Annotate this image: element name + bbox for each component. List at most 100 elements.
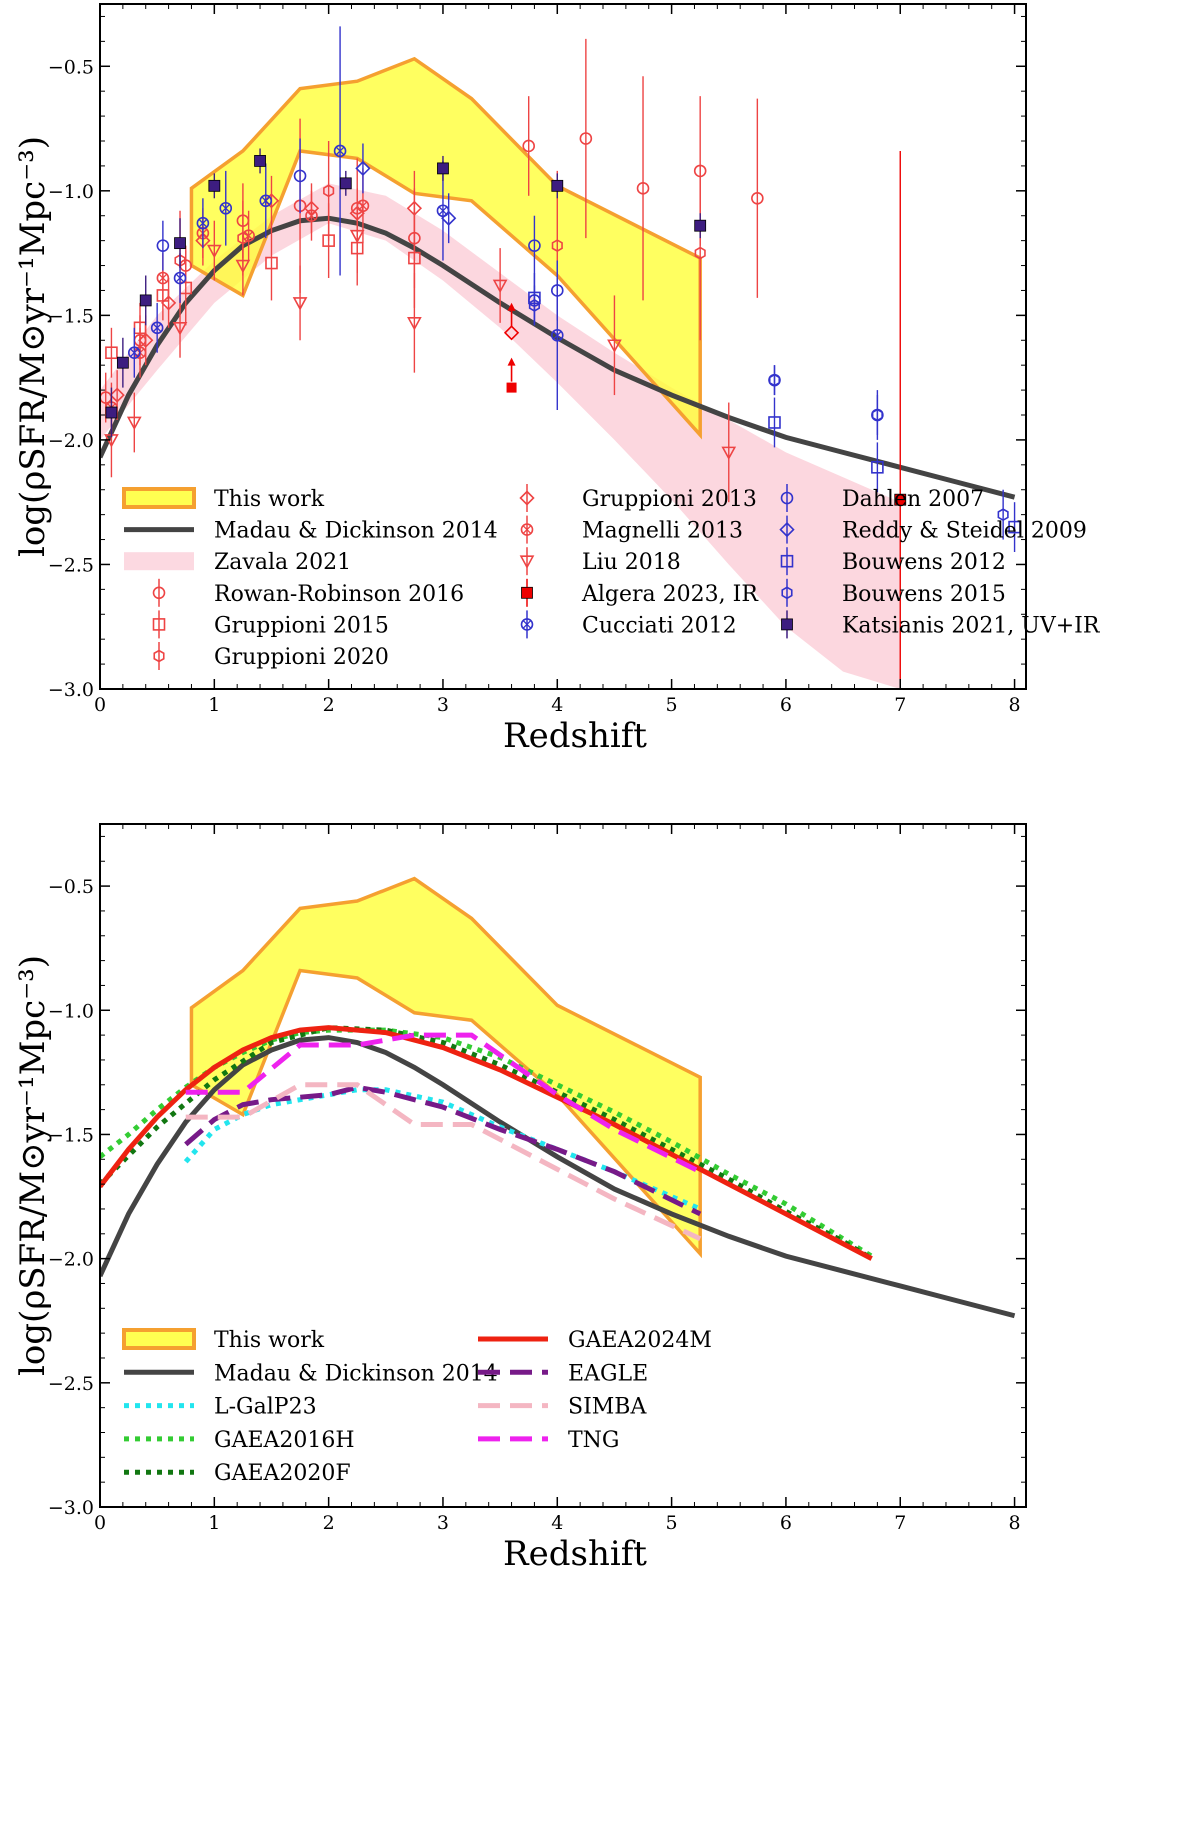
point-katsianis-2021-uv-ir-6 [551, 179, 564, 192]
point-cucciati-2012-2 [173, 271, 187, 285]
series-algera-lower-limits [503, 302, 520, 393]
point-katsianis-2021-uv-ir-2 [139, 294, 152, 307]
legend-entry-cucciati-2012: Cucciati 2012 [520, 610, 737, 639]
point-rowan-robinson-2016-8 [579, 132, 593, 145]
x-tick-label: 8 [1009, 694, 1021, 716]
legend-label: GAEA2020F [214, 1461, 351, 1486]
point-liu-2018-10 [721, 446, 737, 461]
point-algera-lower-limits-0-arrowhead [507, 302, 516, 311]
point-liu-2018-7 [407, 317, 422, 331]
series-tng [185, 1032, 702, 1174]
legend-entry-this-work: This work [122, 487, 325, 512]
series-liu-2018 [104, 198, 737, 503]
x-tick-label: 1 [208, 1512, 220, 1534]
legend-entry-zavala-2021: Zavala 2021 [124, 550, 351, 575]
legend-label: Gruppioni 2013 [582, 487, 757, 512]
point-katsianis-2021-uv-ir-7 [694, 219, 707, 232]
bottom-panel: 0 1 2 3 4 5 6 7 8 −3.0 −2.5 −2.0 −1.5 −1.0 −0.5 Redshif… [13, 823, 1027, 1574]
point-magnelli-2013-2 [156, 271, 170, 285]
legend-entry-gaea2016h: GAEA2016H [124, 1428, 355, 1453]
legend-entry-l-galp23: L-GalP23 [124, 1395, 317, 1420]
point-bouwens-2012-3 [1008, 520, 1021, 534]
point-gruppioni-2013-0 [109, 387, 125, 403]
x-tick-label: 4 [551, 1512, 563, 1534]
legend-label: Reddy & Steidel 2009 [842, 519, 1087, 544]
point-dahlen-2007-4 [550, 284, 564, 297]
point-cucciati-2012-2-x2 [175, 273, 185, 283]
x-tick-label: 0 [94, 694, 106, 716]
point-katsianis-2021-uv-ir-3 [174, 237, 186, 250]
legend-entry-madau-dickinson-2014: Madau & Dickinson 2014 [124, 1361, 498, 1386]
point-cucciati-2012-3-x2 [198, 218, 208, 228]
y-tick-label: −0.5 [48, 56, 94, 78]
x-tick-label: 2 [323, 1512, 335, 1534]
legend-swatch-gruppioni-2020 [153, 649, 165, 663]
legend-entry-katsianis-2021-uv-ir: Katsianis 2021, UV+IR [781, 610, 1101, 639]
point-cucciati-2012-7-x2 [438, 206, 448, 216]
x-tick-label: 3 [437, 694, 449, 716]
series-eagle [184, 1084, 702, 1217]
x-tick-label: 2 [323, 694, 335, 716]
point-bouwens-2015-3 [997, 508, 1009, 522]
x-tick-label: 1 [208, 694, 220, 716]
legend-swatch-reddy-steidel-2009 [779, 521, 795, 538]
point-magnelli-2013-5 [305, 209, 318, 223]
point-magnelli-2013-2-x2 [158, 273, 168, 283]
legend-label: Bouwens 2015 [842, 582, 1006, 607]
legend-entry-this-work: This work [122, 1328, 325, 1353]
point-katsianis-2021-uv-ir-1 [116, 356, 129, 369]
point-magnelli-2013-5-x2 [307, 211, 316, 220]
legend-label: This work [214, 487, 325, 512]
point-cucciati-2012-1 [150, 321, 164, 335]
plot-area [100, 876, 1016, 1319]
point-gruppioni-2013-2 [160, 295, 177, 311]
point-liu-2018-4 [235, 259, 251, 274]
point-cucciati-2012-8 [550, 328, 564, 342]
legend-label: TNG [568, 1428, 620, 1453]
x-tick-label: 8 [1009, 1512, 1021, 1534]
point-magnelli-2013-6-x2 [358, 201, 368, 211]
point-rowan-robinson-2016-7 [522, 139, 536, 153]
y-tick-label: −2.5 [48, 1373, 94, 1395]
legend-entry-bouwens-2015: Bouwens 2015 [781, 578, 1006, 607]
legend-label: Liu 2018 [582, 550, 681, 575]
this-work-band [189, 876, 702, 1259]
y-tick-label: −1.0 [48, 1000, 94, 1022]
legend-entry-tng: TNG [478, 1428, 620, 1453]
legend-label: L-GalP23 [214, 1395, 317, 1420]
legend-swatch-cucciati-2012 [520, 618, 534, 631]
legend-label: GAEA2024M [568, 1328, 712, 1353]
legend-entry-liu-2018: Liu 2018 [519, 547, 681, 576]
x-tick-label: 5 [666, 1512, 678, 1534]
legend-entry-magnelli-2013: Magnelli 2013 [520, 515, 743, 544]
x-axis-title: Redshift [503, 1534, 647, 1574]
y-tick-label: −1.0 [48, 181, 94, 203]
legend-label: Gruppioni 2020 [214, 645, 389, 670]
x-tick-label: 4 [551, 694, 563, 716]
point-cucciati-2012-4-x2 [221, 203, 231, 213]
point-gruppioni-2020-2 [323, 184, 335, 198]
point-dahlen-2007-3 [528, 239, 541, 252]
legend-swatch-this-work [122, 487, 196, 509]
point-liu-2018-6 [349, 229, 365, 244]
legend-swatch-gruppioni-2015 [152, 618, 166, 631]
series-bouwens-2015 [528, 285, 1009, 540]
point-reddy-steidel-2009-0 [355, 160, 371, 177]
point-cucciati-2012-0-x2 [130, 348, 139, 357]
point-bouwens-2015-1 [768, 373, 781, 387]
legend-swatch-liu-2018 [519, 555, 535, 569]
point-gruppioni-2013-7 [406, 200, 423, 216]
series-cucciati-2012 [127, 26, 564, 411]
y-tick-label: −0.5 [48, 876, 94, 898]
series-algera-2023-ir [894, 150, 907, 689]
point-bouwens-2012-2 [871, 461, 884, 474]
legend-label: Katsianis 2021, UV+IR [842, 613, 1101, 638]
legend-label: Bouwens 2012 [842, 550, 1006, 575]
legend-entry-gruppioni-2015: Gruppioni 2015 [152, 610, 389, 639]
point-katsianis-2021-uv-ir-0 [105, 406, 118, 419]
point-bouwens-2015-2 [871, 408, 883, 422]
point-katsianis-2021-uv-ir-8 [208, 179, 221, 192]
point-katsianis-2021-uv-ir-9 [437, 162, 449, 175]
plot-area [100, 26, 1021, 689]
